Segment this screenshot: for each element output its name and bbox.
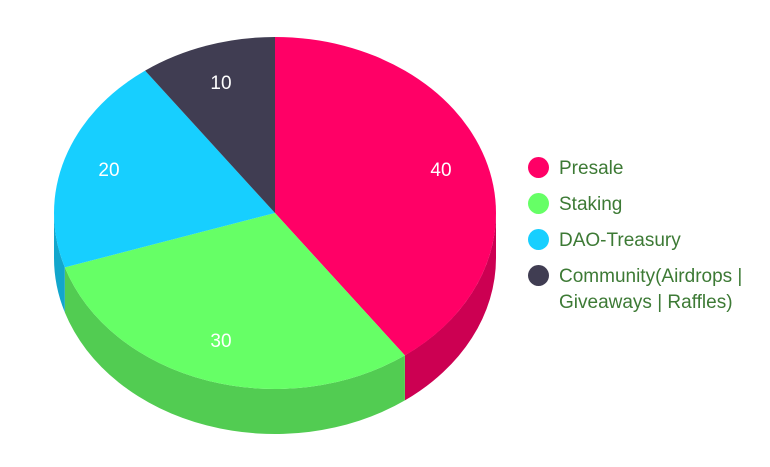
legend-label-staking: Staking — [559, 194, 623, 215]
legend-marker-staking — [528, 193, 549, 214]
legend-item-presale[interactable]: Presale — [528, 156, 768, 182]
pie-side-staking — [64, 267, 405, 435]
data-label-presale: 40 — [430, 160, 451, 181]
pie-slice-presale[interactable] — [275, 37, 497, 356]
pie-slice-dao-treasury[interactable] — [54, 70, 276, 268]
pie-side-presale — [404, 213, 496, 401]
legend-label-dao-treasury: DAO-Treasury — [559, 230, 681, 251]
pie-slices — [54, 37, 497, 390]
legend-item-community[interactable]: Community(Airdrops | Giveaways | Raffles… — [528, 264, 768, 316]
legend-marker-community — [528, 265, 549, 286]
legend-item-staking[interactable]: Staking — [528, 192, 768, 218]
legend-label-presale: Presale — [559, 158, 624, 179]
pie-slice-staking[interactable] — [64, 213, 405, 390]
legend: Presale Staking DAO-Treasury Community(A… — [528, 156, 768, 326]
legend-marker-dao-treasury — [528, 229, 549, 250]
legend-marker-presale — [528, 157, 549, 178]
data-label-dao-treasury: 20 — [98, 160, 119, 181]
legend-item-dao-treasury[interactable]: DAO-Treasury — [528, 228, 768, 254]
pie-side-dao-treasury — [54, 213, 65, 313]
pie-sides — [54, 213, 496, 435]
data-label-community: 10 — [210, 73, 231, 94]
data-labels: 40 30 20 10 — [98, 73, 451, 352]
pie-slice-community[interactable] — [145, 37, 275, 213]
legend-label-community: Community(Airdrops | Giveaways | Raffles… — [559, 266, 743, 313]
data-label-staking: 30 — [210, 331, 231, 352]
